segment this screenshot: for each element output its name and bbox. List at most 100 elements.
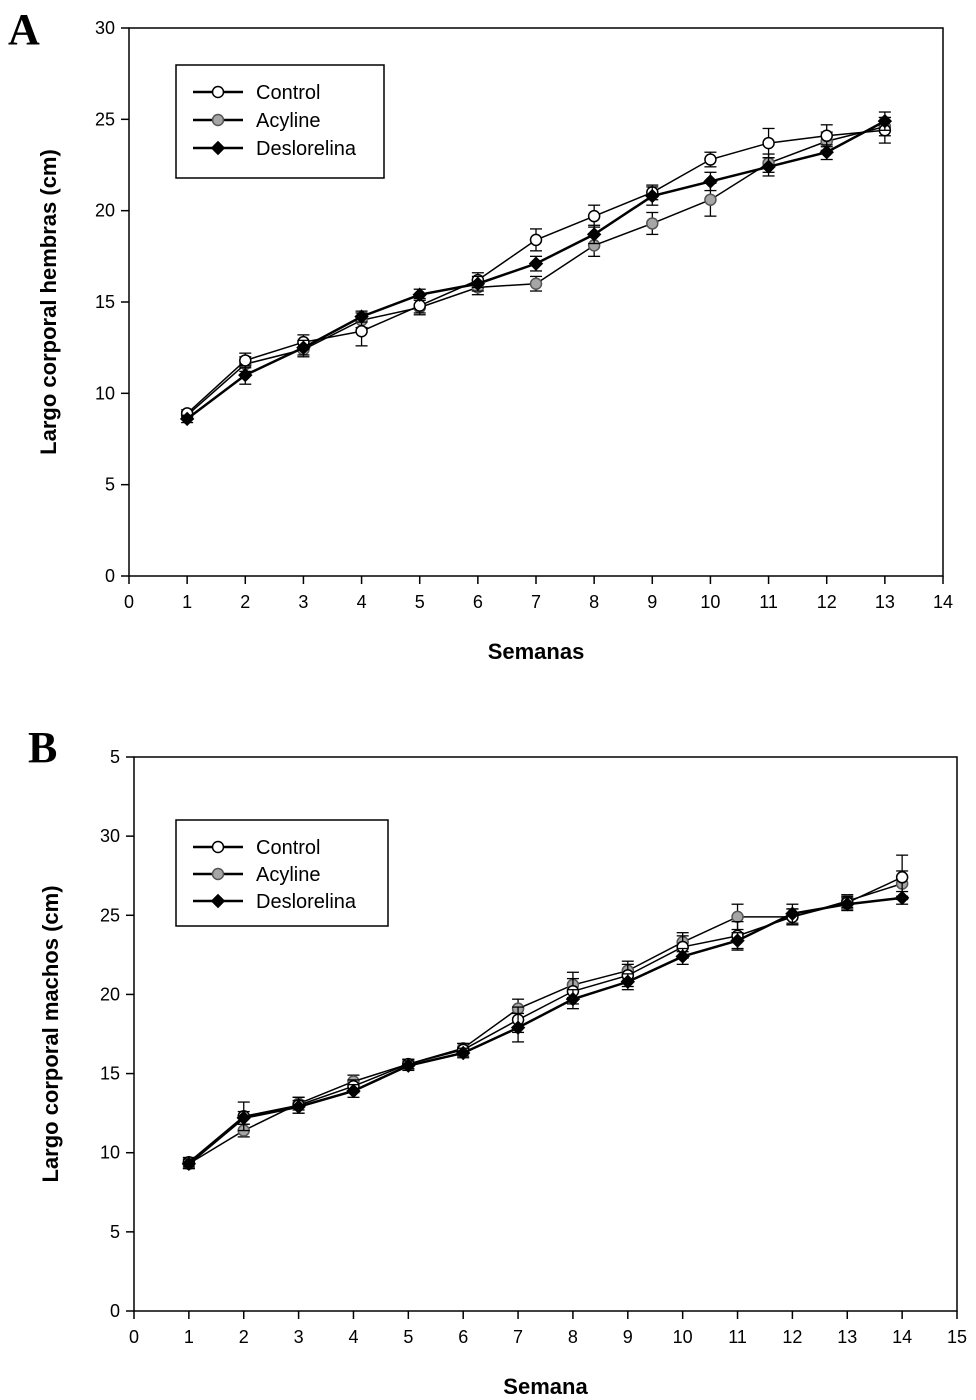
data-point-acyline [646, 217, 659, 230]
x-tick-label: 3 [294, 1327, 304, 1347]
data-point-deslorelina-core [458, 1047, 469, 1058]
data-point-control [895, 871, 909, 884]
y-axis-title: Largo corporal hembras (cm) [36, 149, 61, 455]
panel-letter-a: A [8, 5, 40, 54]
data-point-deslorelina-core [763, 161, 774, 172]
data-point-deslorelina-core [531, 258, 541, 269]
legend-label-deslorelina: Deslorelina [256, 138, 357, 160]
x-tick-label: 10 [673, 1327, 693, 1347]
x-tick-label: 6 [473, 592, 483, 612]
legend-label-acyline: Acyline [256, 864, 320, 886]
y-tick-label: 20 [100, 984, 120, 1004]
data-point-deslorelina-core [403, 1060, 414, 1071]
data-point-control [762, 136, 775, 150]
data-point-deslorelina-core [705, 176, 716, 187]
data-point-deslorelina-core [348, 1085, 359, 1096]
data-point-deslorelina-core [298, 342, 309, 353]
data-point-deslorelina-core [293, 1101, 304, 1112]
data-point-acyline [529, 277, 543, 290]
y-tick-label: 0 [105, 566, 115, 586]
data-point-deslorelina-core [472, 278, 483, 289]
legend-marker-deslorelina-core [213, 143, 223, 153]
y-tick-label: 5 [110, 747, 120, 767]
data-point-control [704, 153, 717, 166]
x-tick-label: 8 [589, 592, 599, 612]
x-tick-label: 13 [837, 1327, 857, 1347]
data-point-deslorelina-core [182, 413, 193, 424]
x-tick-label: 10 [700, 592, 720, 612]
y-tick-label: 5 [110, 1222, 120, 1242]
x-tick-label: 9 [647, 592, 657, 612]
x-tick-label: 8 [568, 1327, 578, 1347]
y-tick-label: 15 [100, 1064, 120, 1084]
x-tick-label: 2 [239, 1327, 249, 1347]
legend-label-acyline: Acyline [256, 110, 320, 132]
data-point-acyline [704, 193, 717, 206]
x-tick-label: 9 [623, 1327, 633, 1347]
legend-label-control: Control [256, 82, 320, 104]
data-point-deslorelina-core [622, 976, 633, 987]
x-tick-label: 11 [728, 1327, 747, 1347]
legend-marker-control [211, 85, 225, 99]
legend-label-deslorelina: Deslorelina [256, 891, 357, 913]
x-tick-label: 15 [947, 1327, 967, 1347]
data-point-deslorelina-core [732, 935, 743, 946]
panel-letter-b: B [28, 723, 57, 772]
data-point-deslorelina-core [589, 229, 600, 240]
series-deslorelina [181, 890, 910, 1172]
series-line-control [188, 876, 903, 1163]
data-point-deslorelina-core [183, 1158, 194, 1169]
x-tick-label: 12 [817, 592, 837, 612]
legend-label-control: Control [256, 837, 320, 859]
data-point-control [239, 354, 252, 367]
y-tick-label: 20 [95, 201, 115, 221]
x-tick-label: 1 [182, 592, 192, 612]
data-point-deslorelina-core [821, 147, 832, 158]
legend: Control Acyline Deslorelina [175, 819, 389, 927]
x-tick-label: 1 [184, 1327, 194, 1347]
x-tick-label: 2 [240, 592, 250, 612]
data-point-deslorelina-core [647, 191, 658, 202]
series-deslorelina [179, 111, 893, 427]
data-point-deslorelina-core [879, 116, 890, 127]
data-point-control [355, 324, 368, 338]
data-point-acyline [731, 910, 744, 924]
x-tick-label: 3 [298, 592, 308, 612]
data-point-deslorelina-core [238, 1112, 249, 1123]
legend-marker-acyline [211, 113, 225, 127]
x-tick-label: 0 [124, 592, 134, 612]
data-point-deslorelina-core [567, 994, 578, 1005]
x-axis-title: Semanas [488, 639, 585, 664]
data-point-control [820, 129, 833, 143]
x-tick-label: 0 [129, 1327, 139, 1347]
legend-marker-control [211, 840, 225, 854]
data-point-control [529, 233, 543, 247]
x-axis-title: Semana [503, 1374, 588, 1399]
data-point-deslorelina-core [842, 899, 853, 910]
data-point-deslorelina-core [513, 1022, 524, 1033]
x-tick-label: 5 [403, 1327, 413, 1347]
y-tick-label: 0 [110, 1301, 120, 1321]
data-point-deslorelina-core [414, 289, 425, 300]
y-tick-label: 5 [105, 475, 115, 495]
y-tick-label: 30 [100, 826, 120, 846]
plot-frame [133, 756, 958, 1312]
legend: Control Acyline Deslorelina [175, 64, 385, 179]
x-tick-label: 11 [759, 592, 778, 612]
x-tick-label: 12 [782, 1327, 802, 1347]
x-tick-label: 7 [531, 592, 541, 612]
data-point-deslorelina-core [787, 908, 798, 919]
x-tick-label: 4 [357, 592, 367, 612]
y-tick-label: 15 [95, 292, 115, 312]
legend-box [175, 64, 385, 179]
x-tick-label: 13 [875, 592, 895, 612]
y-tick-label: 25 [100, 905, 120, 925]
data-point-control [587, 209, 601, 223]
legend-marker-acyline [211, 867, 225, 881]
x-tick-label: 14 [933, 592, 953, 612]
data-point-deslorelina-core [356, 311, 367, 322]
data-point-deslorelina-core [677, 951, 688, 962]
